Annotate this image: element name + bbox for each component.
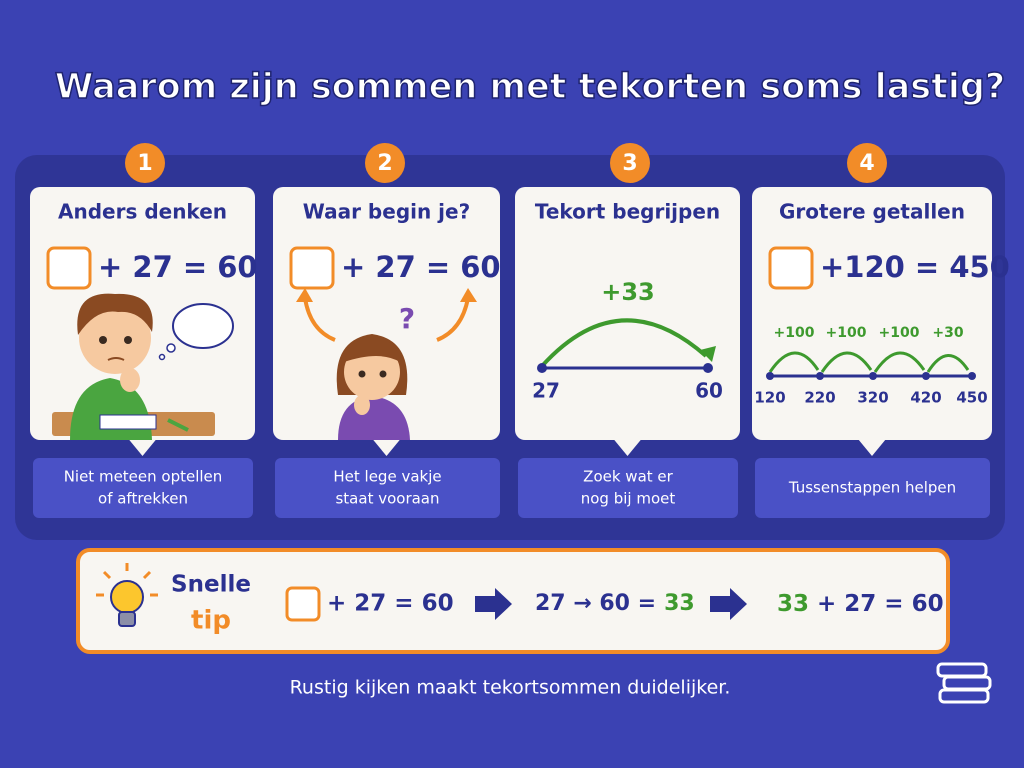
empty-box [289, 246, 335, 290]
number-line-small [537, 318, 716, 373]
card-heading: Anders denken [58, 200, 227, 224]
step-badge [610, 143, 650, 183]
card-tail [613, 439, 642, 456]
tip-step: 27 → 60 = 33 [535, 591, 695, 616]
caption: Tussenstappen helpen [788, 479, 956, 497]
line-label: 320 [857, 389, 888, 407]
empty-box [768, 246, 814, 290]
tip-step-result: 33 [664, 591, 695, 616]
caption: of aftrekken [98, 490, 188, 508]
tip-step: + 27 = 60 [327, 591, 454, 617]
tip-label: Snelle [171, 572, 251, 598]
caption: staat vooraan [335, 490, 439, 508]
card-tail [128, 439, 157, 456]
equation: + 27 = 60 [98, 250, 258, 284]
step-number: 2 [377, 151, 392, 176]
tip-step-result: 33 [777, 591, 809, 617]
question-mark: ? [399, 302, 415, 335]
footer: Rustig kijken maakt tekortsommen duideli… [290, 677, 731, 699]
jump-label: +33 [601, 278, 655, 306]
girl-illustration [296, 288, 477, 440]
arrow [475, 588, 512, 620]
step-badge [365, 143, 405, 183]
card-heading: Waar begin je? [303, 200, 470, 224]
arrow [710, 588, 747, 620]
number-line-large [766, 351, 976, 380]
caption: Zoek wat er [583, 468, 673, 486]
line-label: 220 [804, 389, 835, 407]
line-label: 60 [695, 379, 723, 403]
card-tail [372, 439, 401, 456]
tip-label: tip [191, 606, 231, 636]
card [515, 187, 740, 440]
lightbulb-icon [96, 563, 158, 627]
caption-box [275, 458, 500, 518]
line-label: 120 [754, 389, 785, 407]
equation: +120 = 450 [820, 250, 1010, 284]
empty-box [46, 246, 92, 290]
boy-illustration [52, 293, 234, 440]
step-number: 1 [137, 151, 152, 176]
caption: Het lege vakje [333, 468, 441, 486]
caption: Niet meteen optellen [64, 468, 223, 486]
tip-step-part: 27 → 60 = [535, 591, 656, 616]
line-label: 450 [956, 389, 987, 407]
tip-step: 33 + 27 = 60 [777, 591, 944, 617]
line-label: 27 [532, 379, 560, 403]
step-number: 4 [859, 151, 874, 176]
caption-box [33, 458, 253, 518]
jump-label: +100 [826, 325, 867, 341]
tip-box [76, 548, 950, 654]
caption-box [755, 458, 990, 518]
step-number: 3 [622, 151, 637, 176]
jump-label: +100 [879, 325, 920, 341]
equation: + 27 = 60 [341, 250, 501, 284]
step-badge [847, 143, 887, 183]
tip-step-part: + 27 = 60 [817, 591, 944, 617]
caption-box [518, 458, 738, 518]
title: Waarom zijn sommen met tekorten soms las… [55, 67, 1005, 107]
jump-label: +100 [774, 325, 815, 341]
caption: nog bij moet [581, 490, 676, 508]
card-heading: Tekort begrijpen [535, 200, 720, 224]
step-badge [125, 143, 165, 183]
books-icon [936, 662, 992, 704]
card-heading: Grotere getallen [779, 200, 965, 224]
empty-box [285, 586, 321, 622]
line-label: 420 [910, 389, 941, 407]
card-tail [858, 439, 886, 456]
jump-label: +30 [932, 325, 963, 341]
